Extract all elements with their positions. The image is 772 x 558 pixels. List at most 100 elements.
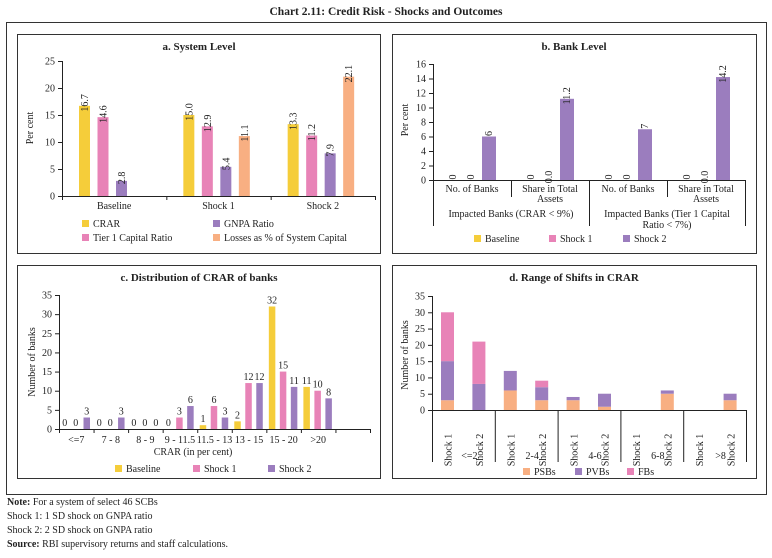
x-tick-label: Shock 1 [569, 434, 580, 467]
x-tick-label-line: Assets [537, 194, 563, 205]
bar [279, 371, 287, 429]
bar-segment [535, 380, 549, 388]
note-label: Note: [7, 497, 31, 508]
y-tick-label: 15 [42, 367, 52, 378]
data-label: 16.7 [80, 94, 91, 112]
x-tick-label: Shock 1 [695, 434, 706, 467]
bar [199, 425, 207, 429]
data-label: 6 [188, 395, 193, 406]
x-tick-label: Shock 2 [475, 434, 486, 467]
legend-swatch [523, 468, 530, 475]
panel-b-frame [392, 34, 757, 254]
data-label: 0 [73, 418, 78, 429]
y-tick-label: 0 [420, 406, 425, 417]
x-tick-label: No. of Banks [601, 184, 654, 195]
group-label: <=2 [461, 451, 477, 462]
x-tick-label: Shock 1 [444, 434, 455, 467]
bar [220, 166, 232, 196]
x-axis-label: CRAR (in per cent) [154, 447, 233, 458]
y-tick-label: 25 [45, 57, 55, 68]
data-label: 13.3 [289, 112, 300, 129]
y-tick-label: 16 [416, 60, 426, 71]
group-label: Impacted Banks (CRAR < 9%) [448, 209, 573, 220]
bar-segment [441, 361, 454, 401]
legend-swatch [623, 235, 630, 242]
data-label: 11 [302, 376, 312, 387]
bar-segment [472, 341, 486, 384]
data-label: 11 [289, 376, 299, 387]
x-tick-label: Shock 1 [202, 201, 235, 212]
data-label: 0 [62, 418, 67, 429]
y-tick-label: 35 [42, 291, 52, 302]
legend-swatch [82, 234, 89, 241]
group-label: 2-4 [526, 451, 539, 462]
y-tick-label: 6 [421, 132, 426, 143]
x-tick-label-line: Share in Total [678, 184, 734, 195]
data-label: 7 [640, 124, 651, 129]
data-label: 6 [211, 395, 216, 406]
bar [268, 306, 276, 429]
y-tick-label: 12 [416, 89, 426, 100]
data-label: 0.0 [700, 171, 711, 184]
data-label: 2 [235, 410, 240, 421]
figure-title: Chart 2.11: Credit Risk - Shocks and Out… [270, 6, 504, 18]
data-label: 2.8 [117, 172, 128, 185]
data-label: 0 [131, 418, 136, 429]
x-tick-label: 7 - 8 [102, 435, 120, 446]
panel-d-frame [392, 265, 757, 479]
legend-label: Shock 2 [634, 234, 667, 245]
bar-segment [566, 400, 580, 410]
x-tick-label: 13 - 15 [235, 435, 263, 446]
y-tick-label: 10 [42, 386, 52, 397]
bar-segment [723, 393, 737, 401]
group-label: Impacted Banks (Tier 1 Capital Ratio < 7%… [604, 209, 730, 231]
data-label: 0 [142, 418, 147, 429]
bar [116, 180, 127, 196]
bar [83, 417, 90, 429]
legend-swatch [115, 465, 122, 472]
x-tick-label: Shock 2 [664, 434, 675, 467]
data-label: 0 [153, 418, 158, 429]
y-tick-label: 0 [421, 176, 426, 187]
panel-d-range-of-shifts: d. Range of Shifts in CRAR Number of bank… [400, 272, 747, 478]
y-tick-label: 8 [421, 118, 426, 129]
source-label: Source: [7, 539, 40, 550]
data-label: 3 [119, 407, 124, 418]
data-label: 0 [526, 175, 537, 180]
data-label: 11.2 [307, 124, 318, 141]
legend-label: PSBs [534, 467, 556, 478]
x-tick-label: Shock 1 [632, 434, 643, 467]
legend-swatch [474, 235, 481, 242]
y-tick-label: 5 [47, 405, 52, 416]
data-label: 12 [255, 372, 265, 383]
x-tick-label: Share in Total Assets [522, 184, 578, 205]
bar [638, 129, 652, 180]
y-tick-label: 2 [421, 161, 426, 172]
data-label: 32 [267, 295, 277, 306]
bar [118, 417, 125, 429]
data-label: 1 [200, 414, 205, 425]
bar [314, 390, 321, 429]
bar [234, 421, 241, 429]
y-tick-label: 10 [415, 373, 425, 384]
legend-label: Losses as % of System Capital [224, 233, 347, 244]
data-label: 5.4 [221, 158, 232, 171]
x-tick-label: Shock 2 [538, 434, 549, 467]
data-label: 12.9 [203, 115, 214, 133]
bar [238, 136, 250, 196]
shock2-note: Shock 2: 2 SD shock on GNPA ratio [7, 525, 153, 536]
bar-segment [503, 390, 517, 410]
shock1-note: Shock 1: 1 SD shock on GNPA ratio [7, 511, 153, 522]
data-label: 22.1 [344, 65, 355, 83]
legend-swatch [193, 465, 200, 472]
data-label: 0.0 [544, 171, 555, 184]
data-label: 0 [166, 418, 171, 429]
data-label: 7.9 [326, 144, 337, 157]
bar [343, 76, 355, 196]
data-label: 0 [448, 175, 459, 180]
y-axis-label: Per cent [25, 112, 36, 145]
x-tick-label: No. of Banks [445, 184, 498, 195]
legend-swatch [82, 220, 89, 227]
data-label: 6 [484, 131, 495, 136]
